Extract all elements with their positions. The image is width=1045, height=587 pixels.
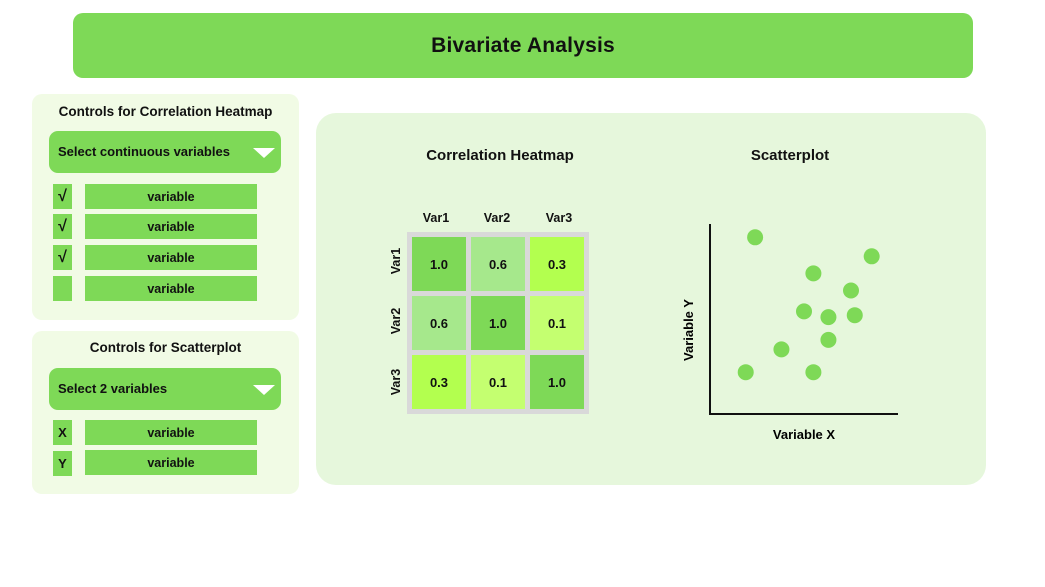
x-axis-label: Variable X	[773, 427, 835, 442]
heatmap-cell: 0.1	[530, 296, 584, 350]
scatter-point-11	[805, 364, 822, 381]
variable-checkbox-2[interactable]: √	[53, 214, 72, 239]
variable-option-4[interactable]: variable	[85, 276, 257, 301]
variable-checkbox-1[interactable]: √	[53, 184, 72, 209]
variable-checkbox-4[interactable]	[53, 276, 72, 301]
heatmap-col-label: Var1	[422, 211, 450, 225]
heatmap-cell: 0.6	[471, 237, 525, 291]
heatmap-col-label: Var2	[483, 211, 511, 225]
correlation-heatmap: 1.0 0.6 0.3 0.6 1.0 0.1 0.3 0.1 1.0	[407, 232, 589, 414]
two-variables-dropdown-label: Select 2 variables	[58, 381, 168, 396]
x-variable-label: variable	[147, 425, 195, 440]
y-axis-label: Variable Y	[681, 299, 696, 361]
y-variable-label: variable	[147, 455, 195, 470]
variable-option-3[interactable]: variable	[85, 245, 257, 270]
heatmap-cell: 0.1	[471, 355, 525, 409]
scatter-point-3	[805, 265, 822, 282]
heatmap-controls-title: Controls for Correlation Heatmap	[58, 104, 273, 119]
scatter-point-9	[773, 341, 790, 358]
variable-option-2[interactable]: variable	[85, 214, 257, 239]
variable-option-label: variable	[147, 189, 195, 204]
page-title-text: Bivariate Analysis	[431, 33, 615, 57]
scatter-points	[737, 229, 880, 381]
scatter-point-8	[820, 331, 837, 348]
variable-checkbox-3[interactable]: √	[53, 245, 72, 270]
checkmark-icon: √	[58, 248, 67, 266]
y-variable-select[interactable]: variable	[85, 450, 257, 475]
scatter-point-5	[796, 303, 812, 320]
y-axis-tag-text: Y	[58, 456, 67, 471]
heatmap-cell: 0.3	[412, 355, 466, 409]
checkmark-icon: √	[58, 187, 67, 205]
x-axis-tag-text: X	[58, 425, 67, 440]
x-variable-select[interactable]: variable	[85, 420, 257, 445]
scatterplot-title: Scatterplot	[750, 147, 830, 164]
continuous-variables-dropdown-label: Select continuous variables	[58, 144, 230, 159]
heatmap-col-label: Var3	[545, 211, 573, 225]
x-axis-tag: X	[53, 420, 72, 445]
scatter-point-4	[843, 282, 859, 299]
two-variables-dropdown[interactable]: Select 2 variables	[49, 368, 281, 410]
variable-option-label: variable	[147, 281, 195, 296]
heatmap-cell: 0.6	[412, 296, 466, 350]
page-title: Bivariate Analysis	[73, 13, 973, 78]
continuous-variables-dropdown[interactable]: Select continuous variables	[49, 131, 281, 173]
variable-option-label: variable	[147, 219, 195, 234]
checkmark-icon: √	[58, 217, 67, 235]
heatmap-cell: 1.0	[530, 355, 584, 409]
heatmap-controls-panel: Controls for Correlation Heatmap Select …	[32, 94, 299, 320]
heatmap-cell: 1.0	[471, 296, 525, 350]
heatmap-title: Correlation Heatmap	[426, 147, 574, 164]
chevron-down-icon	[253, 385, 275, 395]
chevron-down-icon	[253, 148, 275, 158]
variable-option-label: variable	[147, 250, 195, 265]
scatter-point-1	[747, 229, 764, 246]
scatter-controls-title: Controls for Scatterplot	[89, 340, 242, 355]
heatmap-cell: 1.0	[412, 237, 466, 291]
variable-option-1[interactable]: variable	[85, 184, 257, 209]
heatmap-cell: 0.3	[530, 237, 584, 291]
scatter-point-10	[737, 364, 754, 381]
scatter-point-6	[820, 309, 837, 326]
scatter-point-7	[846, 307, 863, 324]
scatter-controls-panel: Controls for Scatterplot Select 2 variab…	[32, 331, 299, 494]
y-axis-tag: Y	[53, 451, 72, 476]
scatter-point-2	[863, 248, 880, 265]
